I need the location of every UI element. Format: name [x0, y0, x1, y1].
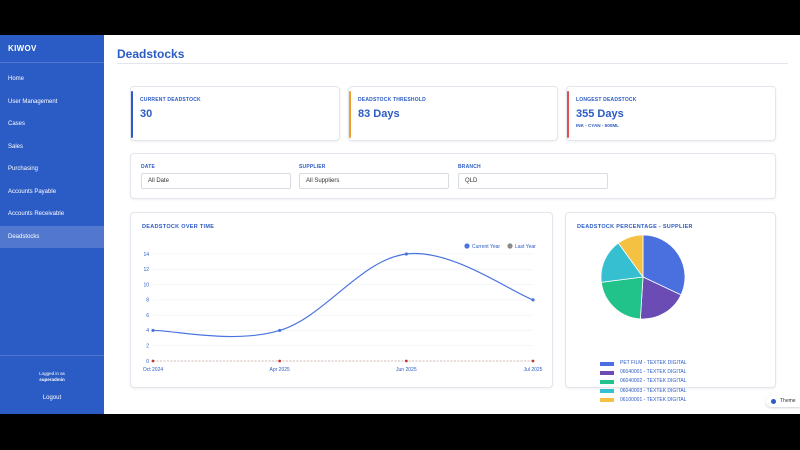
sidebar-nav: Home User Management Cases Sales Purchas… — [0, 68, 104, 248]
stat-accent — [567, 91, 569, 138]
theme-icon — [771, 399, 776, 404]
legend-label: 06040001 - TEXTEK DIGITAL — [620, 369, 687, 376]
logout-button[interactable]: Logout — [42, 395, 62, 401]
pie-slice[interactable] — [639, 276, 682, 320]
sidebar-divider — [0, 62, 104, 63]
x-tick-label: Jul 2025 — [524, 367, 543, 373]
stat-value: 83 Days — [358, 108, 400, 120]
line-chart: 0 2 4 6 8 10 12 14 Oct 2024 Apr 2025 Jun 2025 Jul … — [143, 243, 543, 373]
branch-select[interactable]: QLD — [458, 173, 608, 189]
deadstock-percentage-card: DEADSTOCK PERCENTAGE - SUPPLIER PET FILM… — [565, 212, 776, 403]
date-select[interactable]: All Date — [141, 173, 291, 189]
stat-card-longest-deadstock: LONGEST DEADSTOCK 355 Days INK - CYAN - … — [566, 86, 776, 141]
sidebar-item-purchasing[interactable]: Purchasing — [8, 166, 39, 172]
legend-swatch — [600, 379, 614, 384]
stat-label: DEADSTOCK THRESHOLD — [358, 97, 426, 103]
deadstock-over-time-card: DEADSTOCK OVER TIME 0 2 4 6 8 10 12 14 Oct 2024… — [130, 212, 553, 388]
legend-marker — [507, 243, 513, 249]
stat-value: 355 Days — [576, 108, 624, 120]
theme-toggle-button[interactable]: Theme — [766, 396, 800, 407]
x-tick-label: Apr 2025 — [270, 367, 291, 373]
x-tick-label: Oct 2024 — [143, 367, 164, 373]
y-tick-label: 2 — [146, 344, 149, 350]
logged-in-info: Logged in as superadmin — [0, 371, 104, 383]
legend-label: 06040002 - TEXTEK DIGITAL — [620, 378, 687, 385]
pie-slice[interactable] — [600, 242, 644, 283]
y-tick-label: 4 — [146, 328, 149, 334]
data-point-current-year[interactable] — [404, 252, 408, 256]
sidebar-item-sales[interactable]: Sales — [8, 143, 24, 150]
filter-label-supplier: SUPPLIER — [299, 164, 326, 170]
filters-panel: DATE All Date SUPPLIER All Suppliers BRA… — [130, 153, 776, 199]
filter-label-date: DATE — [141, 164, 156, 170]
legend-swatch — [600, 398, 614, 403]
sidebar-item-deadstocks[interactable]: Deadstocks — [0, 225, 104, 248]
stat-label: LONGEST DEADSTOCK — [576, 97, 637, 103]
legend-label: PET FILM - TEXTEK DIGITAL — [620, 360, 687, 366]
stat-accent — [131, 91, 133, 138]
stat-subtext: INK - CYAN - 500ML — [576, 123, 619, 128]
pie-slice[interactable] — [617, 234, 644, 279]
data-point-current-year[interactable] — [531, 298, 535, 302]
legend-marker — [464, 243, 470, 249]
stat-value: 30 — [140, 108, 153, 120]
legend-label[interactable]: Last Year — [515, 244, 536, 250]
chart-title: DEADSTOCK PERCENTAGE - SUPPLIER — [577, 224, 693, 230]
y-tick-label: 12 — [143, 267, 149, 273]
logged-in-label: Logged in as — [39, 371, 65, 376]
data-point-current-year[interactable] — [278, 328, 282, 333]
legend-label: 06040003 - TEXTEK DIGITAL — [620, 387, 687, 394]
legend-swatch — [600, 389, 614, 394]
legend-label[interactable]: Current Year — [472, 244, 500, 250]
sidebar-divider — [0, 355, 104, 356]
pie-slice[interactable] — [642, 234, 686, 296]
sidebar-item-accounts-receivable[interactable]: Accounts Receivable — [8, 211, 65, 217]
y-tick-label: 8 — [146, 298, 149, 304]
logged-in-username: superadmin — [39, 377, 65, 382]
app-window: KIWOV Home User Management Cases Sales P… — [0, 35, 800, 414]
y-tick-label: 0 — [146, 359, 149, 365]
pie-chart — [600, 234, 686, 320]
theme-label: Theme — [780, 398, 796, 404]
filter-label-branch: BRANCH — [458, 164, 481, 170]
stat-card-current-deadstock: CURRENT DEADSTOCK 30 — [130, 86, 340, 141]
supplier-select[interactable]: All Suppliers — [299, 173, 449, 189]
sidebar: KIWOV Home User Management Cases Sales P… — [0, 35, 104, 414]
pie-slice[interactable] — [600, 276, 644, 320]
data-point-current-year[interactable] — [151, 328, 155, 333]
legend-swatch — [600, 370, 614, 375]
sidebar-item-user-management[interactable]: User Management — [8, 98, 58, 105]
sidebar-item-accounts-payable[interactable]: Accounts Payable — [8, 188, 57, 195]
data-point-last-year — [151, 359, 155, 363]
series-line-current-year — [152, 252, 534, 338]
sidebar-item-home[interactable]: Home — [8, 76, 25, 82]
stat-label: CURRENT DEADSTOCK — [140, 97, 201, 103]
stat-card-deadstock-threshold: DEADSTOCK THRESHOLD 83 Days — [348, 86, 558, 141]
title-divider — [117, 63, 788, 64]
data-point-last-year — [531, 359, 535, 363]
page-title: Deadstocks — [117, 47, 185, 61]
brand-logo: KIWOV — [8, 44, 37, 53]
stat-accent — [349, 91, 351, 138]
data-point-last-year — [404, 359, 408, 363]
y-tick-label: 14 — [143, 252, 149, 258]
y-tick-label: 6 — [146, 313, 149, 319]
legend-label: 06100001 - TEXTEK DIGITAL — [620, 396, 687, 403]
data-point-last-year — [278, 359, 282, 363]
x-tick-label: Jun 2025 — [396, 367, 417, 373]
chart-title: DEADSTOCK OVER TIME — [142, 224, 215, 230]
y-tick-label: 10 — [143, 282, 149, 288]
legend-swatch — [600, 361, 614, 366]
sidebar-item-cases[interactable]: Cases — [8, 121, 26, 127]
